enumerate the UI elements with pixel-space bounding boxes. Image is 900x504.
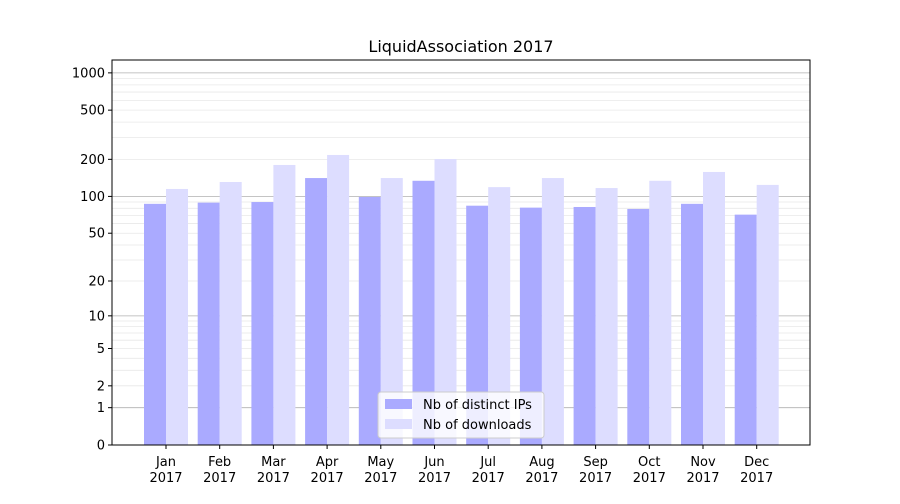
bar-ips: [358, 196, 381, 445]
bar-ips: [519, 207, 542, 445]
x-tick-label: Dec: [744, 455, 769, 470]
x-tick-label: Sep: [583, 455, 608, 470]
x-tick-label: Oct: [638, 455, 660, 470]
bar-downloads: [649, 180, 672, 445]
bar-downloads: [756, 184, 779, 445]
y-tick-label: 1: [97, 401, 105, 416]
y-tick-label: 2: [97, 379, 105, 394]
plot-frame: [111, 59, 811, 446]
bar-ips: [412, 180, 435, 445]
x-tick-label: Nov: [690, 455, 716, 470]
bar-ips: [627, 208, 650, 445]
bar-ips: [734, 214, 757, 445]
y-tick-label: 200: [80, 153, 105, 168]
y-tick-label: 10: [88, 309, 105, 324]
y-tick-label: 0: [97, 439, 105, 454]
legend-box: [377, 391, 545, 439]
legend-swatch: [385, 419, 412, 429]
chart-title: LiquidAssociation 2017: [368, 37, 553, 56]
legend-label: Nb of downloads: [423, 418, 532, 433]
x-tick-label: Jun: [423, 455, 444, 470]
bar-downloads: [327, 154, 350, 445]
x-tick-label-year: 2017: [472, 471, 505, 486]
bar-ips: [251, 202, 274, 445]
bar-ips: [466, 205, 489, 445]
bar-downloads: [541, 178, 564, 446]
x-tick-label-year: 2017: [149, 471, 182, 486]
bar-ips: [197, 202, 220, 445]
bar-ips: [573, 206, 596, 445]
x-tick-label-year: 2017: [418, 471, 451, 486]
x-tick-label-year: 2017: [740, 471, 773, 486]
x-tick-label-year: 2017: [257, 471, 290, 486]
y-tick-label: 1000: [72, 66, 105, 81]
x-tick-label-year: 2017: [364, 471, 397, 486]
bar-downloads: [703, 171, 725, 445]
bar-downloads: [273, 164, 296, 445]
x-tick-label-year: 2017: [203, 471, 236, 486]
bar-downloads: [380, 178, 403, 446]
bar-downloads: [488, 187, 511, 445]
legend-label: Nb of distinct IPs: [423, 398, 532, 413]
x-tick-label: Aug: [529, 455, 554, 470]
x-tick-label: Jan: [155, 455, 176, 470]
x-tick-label-year: 2017: [633, 471, 666, 486]
bar-ips: [681, 203, 703, 445]
x-tick-label-year: 2017: [311, 471, 344, 486]
y-tick-label: 20: [88, 275, 105, 290]
bar-downloads: [219, 181, 242, 445]
x-tick-label-year: 2017: [525, 471, 558, 486]
x-tick-label: Feb: [208, 455, 231, 470]
bar-downloads: [434, 159, 457, 445]
bar-downloads: [595, 188, 618, 445]
x-tick-label-year: 2017: [579, 471, 612, 486]
y-tick-label: 500: [80, 104, 105, 119]
legend-swatch: [385, 399, 412, 409]
y-tick-label: 50: [88, 227, 105, 242]
bar-ips: [144, 203, 166, 445]
x-tick-label: Jul: [479, 455, 496, 470]
y-tick-label: 5: [97, 342, 105, 357]
x-tick-label: May: [367, 455, 394, 470]
x-tick-label-year: 2017: [686, 471, 719, 486]
x-tick-label: Mar: [261, 455, 286, 470]
bar-ips: [305, 178, 328, 446]
bar-downloads: [166, 188, 188, 445]
x-tick-label: Apr: [316, 455, 339, 470]
y-tick-label: 100: [80, 190, 105, 205]
